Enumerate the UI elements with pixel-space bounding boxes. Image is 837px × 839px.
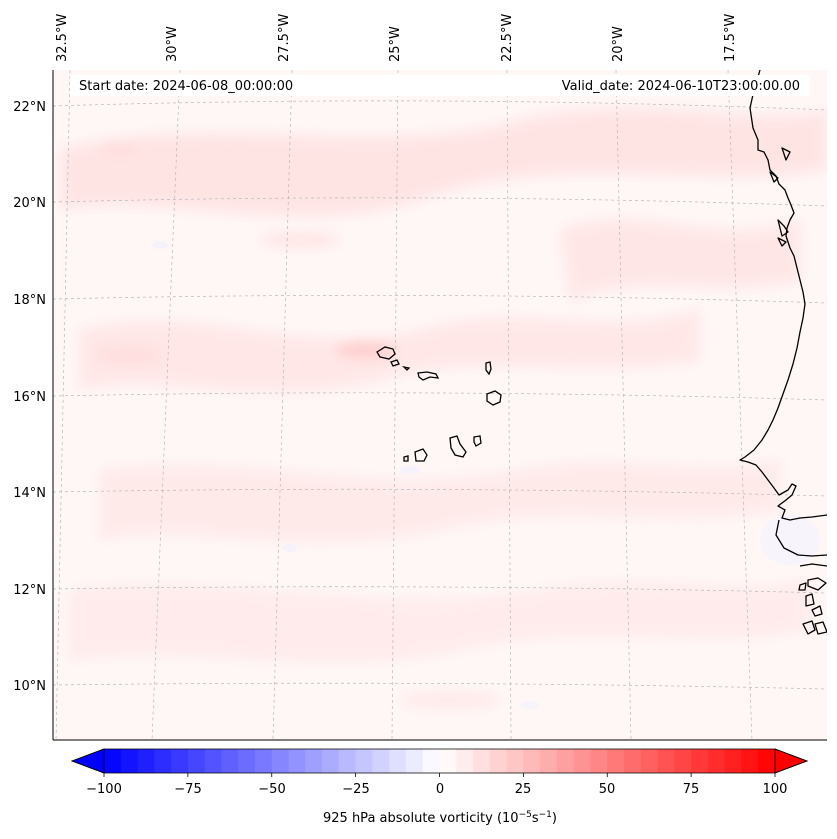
- colorbar-cell: [171, 749, 189, 773]
- colorbar-cell: [741, 749, 759, 773]
- colorbar-cell: [221, 749, 239, 773]
- colorbar-cell: [758, 749, 776, 773]
- colorbar-cell: [523, 749, 541, 773]
- lon-label-32-5w: 32.5°W: [55, 14, 70, 62]
- colorbar-cell: [707, 749, 726, 773]
- vorticity-field: [60, 108, 827, 708]
- date-header-background: [70, 75, 810, 96]
- colorbar-cell: [439, 749, 457, 773]
- start-date-text: Start date: 2024-06-08_00:00:00: [79, 79, 293, 94]
- lat-label-22n: 22°N: [13, 100, 46, 115]
- parallel-gridlines: [53, 100, 827, 690]
- colorbar-cell: [104, 749, 122, 773]
- island-santa-luzia: [402, 365, 411, 371]
- colorbar-title: 925 hPa absolute vorticity (10−5s−1): [323, 810, 557, 826]
- colorbar-cell: [137, 749, 155, 773]
- colorbar-cell: [556, 749, 575, 773]
- colorbar-cell: [624, 749, 642, 773]
- lat-label-18n: 18°N: [13, 293, 46, 308]
- colorbar-cell: [120, 749, 139, 773]
- colorbar-cell: [154, 749, 172, 773]
- african-coastline: [739, 70, 827, 635]
- island-santiago: [449, 435, 467, 458]
- lat-label-14n: 14°N: [13, 486, 46, 501]
- colorbar: −100 −75 −50 −25 0 25 50 75 100 925 hPa …: [70, 748, 809, 826]
- cb-tick-label-4: 0: [436, 782, 444, 797]
- lon-label-17-5w: 17.5°W: [723, 14, 738, 62]
- colorbar-cell: [590, 749, 608, 773]
- lon-label-30w: 30°W: [165, 26, 180, 62]
- cb-tick-label-3: −25: [342, 782, 369, 797]
- cb-tick-label-8: 100: [763, 782, 788, 797]
- lon-label-27-5w: 27.5°W: [277, 14, 292, 62]
- colorbar-cell: [657, 749, 675, 773]
- colorbar-cell: [489, 749, 508, 773]
- island-maio: [473, 435, 482, 447]
- colorbar-cell: [305, 749, 323, 773]
- island-sao-nicolau: [417, 371, 440, 381]
- colorbar-cell: [238, 749, 256, 773]
- colorbar-cell: [674, 749, 692, 773]
- negative-vorticity-patches: [152, 241, 820, 709]
- colorbar-cell: [288, 749, 306, 773]
- longitude-labels: 32.5°W 30°W 27.5°W 25°W 22.5°W 20°W 17.5…: [55, 14, 738, 62]
- valid-date-text: Valid_date: 2024-06-10T23:00:00.00: [562, 79, 800, 94]
- colorbar-cell: [422, 749, 441, 773]
- lat-label-10n: 10°N: [13, 679, 46, 694]
- colorbar-cell: [204, 749, 223, 773]
- colorbar-cell: [456, 749, 474, 773]
- colorbar-ticks: [103, 773, 776, 777]
- colorbar-cell: [405, 749, 424, 773]
- colorbar-cell: [254, 749, 273, 773]
- colorbar-cell: [506, 749, 524, 773]
- colorbar-cell: [322, 749, 340, 773]
- island-sao-vicente: [390, 359, 400, 367]
- colorbar-max-extension: [774, 748, 809, 774]
- map-panel: [53, 70, 827, 740]
- cb-tick-label-6: 50: [599, 782, 616, 797]
- cb-tick-label-2: −50: [258, 782, 285, 797]
- island-santo-antao: [376, 346, 396, 360]
- island-sal: [485, 361, 492, 376]
- island-boa-vista: [486, 390, 502, 406]
- colorbar-cell: [540, 749, 558, 773]
- meridian-gridlines: [55, 70, 753, 740]
- colorbar-cell: [389, 749, 407, 773]
- colorbar-cell: [473, 749, 491, 773]
- cb-tick-label-7: 75: [683, 782, 700, 797]
- lon-label-20w: 20°W: [611, 26, 626, 62]
- colorbar-cells: [104, 749, 776, 773]
- colorbar-cell: [355, 749, 374, 773]
- island-brava: [403, 455, 409, 462]
- colorbar-cell: [573, 749, 592, 773]
- cape-verde-islands: [376, 346, 502, 462]
- colorbar-cell: [338, 749, 357, 773]
- latitude-labels: 22°N 20°N 18°N 16°N 14°N 12°N 10°N: [13, 100, 46, 694]
- colorbar-cell: [640, 749, 659, 773]
- island-fogo: [414, 448, 428, 462]
- cb-tick-label-0: −100: [86, 782, 122, 797]
- lat-label-16n: 16°N: [13, 390, 46, 405]
- colorbar-cell: [372, 749, 390, 773]
- cb-tick-label-5: 25: [515, 782, 532, 797]
- colorbar-cell: [607, 749, 625, 773]
- cb-tick-label-1: −75: [174, 782, 201, 797]
- colorbar-cell: [187, 749, 206, 773]
- colorbar-tick-labels: −100 −75 −50 −25 0 25 50 75 100: [86, 782, 787, 797]
- lat-label-12n: 12°N: [13, 583, 46, 598]
- lat-label-20n: 20°N: [13, 196, 46, 211]
- lon-label-25w: 25°W: [388, 26, 403, 62]
- colorbar-cell: [271, 749, 290, 773]
- colorbar-cell: [691, 749, 709, 773]
- colorbar-min-extension: [70, 748, 105, 774]
- colorbar-cell: [724, 749, 743, 773]
- lon-label-22-5w: 22.5°W: [500, 14, 515, 62]
